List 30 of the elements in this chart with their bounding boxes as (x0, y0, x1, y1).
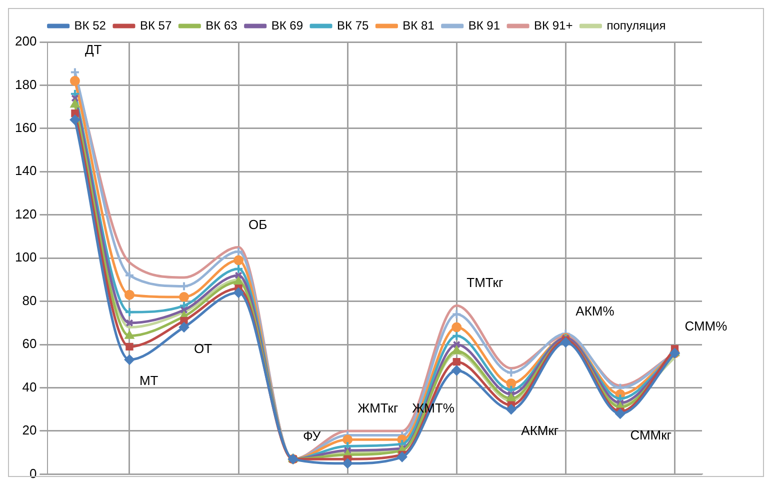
legend-label: ВК 75 (337, 18, 370, 32)
y-tick-label: 120 (14, 206, 37, 222)
annotation: МТ (139, 373, 158, 388)
y-tick-label: 200 (14, 34, 37, 49)
y-tick-label: 160 (14, 120, 37, 136)
annotation: АКМкг (521, 422, 559, 438)
annotation: ФУ (303, 428, 322, 444)
legend-label: ВК 57 (140, 18, 172, 32)
annotation: АКМ% (576, 303, 615, 318)
annotation: ЖМТкг (358, 400, 398, 416)
legend-label: ВК 52 (74, 18, 106, 32)
legend-label: ВК 91+ (534, 18, 573, 32)
annotation: ДТ (84, 42, 102, 57)
legend-label: популяция (606, 18, 666, 32)
y-tick-label: 40 (22, 379, 37, 394)
annotation: ОТ (194, 340, 212, 356)
legend-label: ВК 81 (402, 18, 435, 32)
y-tick-label: 140 (14, 163, 37, 178)
legend-label: ВК 69 (271, 18, 304, 32)
annotation: ОБ (248, 216, 268, 232)
legend-label: ВК 63 (206, 18, 238, 32)
annotation: СММкг (630, 427, 672, 442)
y-tick-label: 180 (14, 76, 37, 92)
annotation: СММ% (684, 318, 728, 334)
y-tick-label: 20 (22, 422, 37, 438)
y-tick-label: 100 (14, 250, 37, 265)
y-tick-label: 80 (22, 292, 37, 308)
annotation: ТМТкг (466, 275, 504, 290)
y-tick-label: 60 (22, 336, 37, 352)
legend-label: ВК 91 (468, 18, 500, 32)
